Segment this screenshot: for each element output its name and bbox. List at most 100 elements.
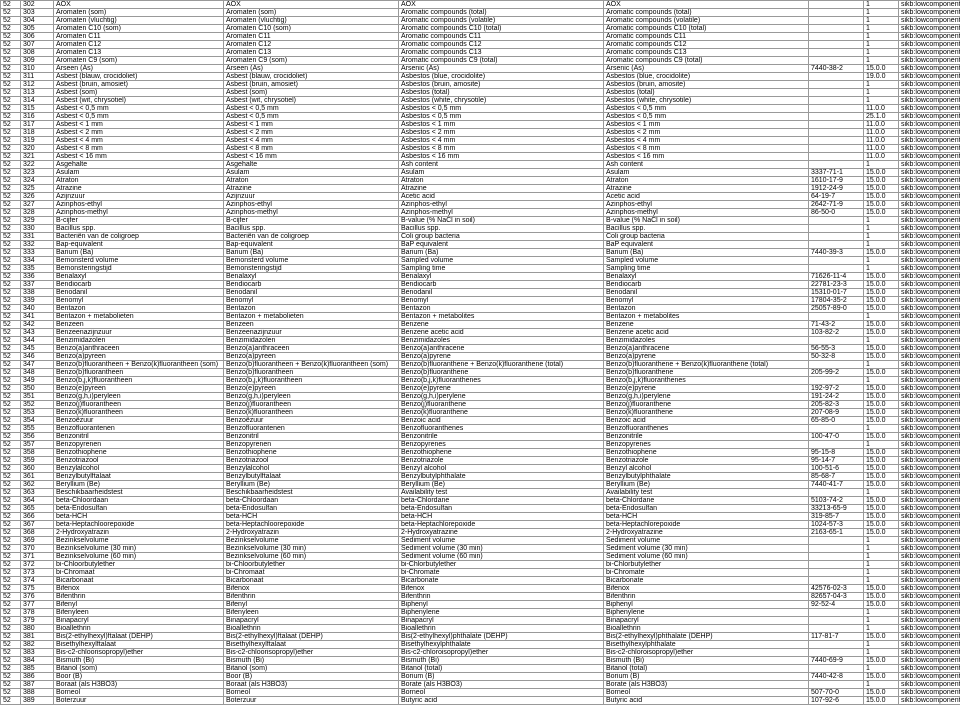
table-row: 52336BenalaxylBenalaxylBenalaxylBenalaxy…: [1, 273, 960, 281]
table-cell: 314: [21, 97, 54, 105]
table-cell: beta-HCH: [604, 513, 809, 521]
table-cell: 52: [1, 97, 21, 105]
table-cell: 52: [1, 105, 21, 113]
table-cell: sikb:lowcomponent: [899, 177, 960, 185]
table-row: 52316Asbest < 0,5 mmAsbest < 0,5 mmAsbes…: [1, 113, 960, 121]
table-row: 52385Bitanol (som)Bitanol (som)Bitanol (…: [1, 665, 960, 673]
table-cell: 346: [21, 353, 54, 361]
table-cell: 52: [1, 33, 21, 41]
table-cell: Bis(2-ethylhexyl)phthalate (DEHP): [399, 633, 604, 641]
table-cell: Bezinkselvolume (60 min): [54, 553, 224, 561]
table-cell: Benalaxyl: [604, 273, 809, 281]
table-cell: 52: [1, 257, 21, 265]
table-cell: Atraton: [399, 177, 604, 185]
table-cell: BaP equivalent: [399, 241, 604, 249]
table-cell: sikb:lowcomponent: [899, 33, 960, 41]
table-cell: 11.0.0: [864, 129, 899, 137]
table-cell: Coli group bacteria: [604, 233, 809, 241]
table-cell: 205-99-2: [809, 369, 864, 377]
table-cell: Asulam: [604, 169, 809, 177]
table-row: 52354BenzoëzuurBenzoëzuurBenzoic acidBen…: [1, 417, 960, 425]
table-cell: 117-81-7: [809, 633, 864, 641]
table-cell: 52: [1, 73, 21, 81]
table-cell: 52: [1, 393, 21, 401]
table-cell: 52: [1, 217, 21, 225]
table-cell: Azijnzuur: [224, 193, 399, 201]
table-cell: 1: [864, 257, 899, 265]
table-cell: Borate (als H3BO3): [399, 681, 604, 689]
table-cell: Atraton: [604, 177, 809, 185]
table-cell: sikb:lowcomponent: [899, 289, 960, 297]
table-cell: 52: [1, 273, 21, 281]
table-cell: Asbestos (bruin, amosite): [604, 81, 809, 89]
table-cell: 52: [1, 513, 21, 521]
table-cell: sikb:lowcomponent: [899, 97, 960, 105]
table-cell: [809, 569, 864, 577]
table-cell: Azinphos-methyl: [224, 209, 399, 217]
table-cell: [809, 641, 864, 649]
table-cell: 52: [1, 129, 21, 137]
table-cell: 344: [21, 337, 54, 345]
table-cell: 52: [1, 441, 21, 449]
table-cell: Benzonitrile: [604, 433, 809, 441]
table-cell: Asbest < 0,5 mm: [224, 113, 399, 121]
table-cell: 1: [864, 625, 899, 633]
table-cell: 52: [1, 377, 21, 385]
table-cell: 15.0.0: [864, 177, 899, 185]
table-cell: bi-Chloorbutylether: [54, 561, 224, 569]
table-cell: 319-85-7: [809, 513, 864, 521]
table-cell: Asbest (wit, chrysotiel): [224, 97, 399, 105]
table-cell: Asbestos (total): [399, 89, 604, 97]
table-cell: Benzo(k)fluorantheen: [224, 409, 399, 417]
table-cell: Asbestos < 2 mm: [399, 129, 604, 137]
table-cell: Benalaxyl: [224, 273, 399, 281]
table-cell: Asulam: [224, 169, 399, 177]
table-cell: 321: [21, 153, 54, 161]
table-cell: 350: [21, 385, 54, 393]
table-cell: 52: [1, 633, 21, 641]
table-cell: Benzo(k)fluorantheen: [54, 409, 224, 417]
table-cell: 343: [21, 329, 54, 337]
table-cell: Benzopyrenen: [224, 441, 399, 449]
table-cell: 316: [21, 113, 54, 121]
table-cell: 52: [1, 233, 21, 241]
table-cell: sikb:lowcomponent: [899, 657, 960, 665]
table-cell: 100-47-0: [809, 433, 864, 441]
table-cell: Bifenyl: [54, 601, 224, 609]
table-cell: Benzo(g,h,i)peryleen: [224, 393, 399, 401]
table-row: 52307Aromaten C12Aromaten C12Aromatic co…: [1, 41, 960, 49]
table-cell: Bezinkselvolume: [224, 537, 399, 545]
table-cell: Sediment volume (30 min): [604, 545, 809, 553]
table-cell: 383: [21, 649, 54, 657]
table-cell: Bicarbonaat: [54, 577, 224, 585]
table-cell: [809, 617, 864, 625]
table-row: 52374BicarbonaatBicarbonaatBicarbonateBi…: [1, 577, 960, 585]
table-row: 52321Asbest < 16 mmAsbest < 16 mmAsbesto…: [1, 153, 960, 161]
table-row: 52362Beryllium (Be)Beryllium (Be)Berylli…: [1, 481, 960, 489]
table-cell: 336: [21, 273, 54, 281]
table-cell: 52: [1, 489, 21, 497]
table-cell: Aromatic compounds (volatile): [604, 17, 809, 25]
table-cell: Atrazine: [604, 185, 809, 193]
table-cell: Aromaten C9 (som): [54, 57, 224, 65]
table-cell: Aromatic compounds C11: [399, 33, 604, 41]
table-cell: 17804-35-2: [809, 297, 864, 305]
table-cell: [809, 57, 864, 65]
table-cell: Bifenthrin: [399, 593, 604, 601]
table-cell: 52: [1, 289, 21, 297]
table-cell: 15.0.0: [864, 633, 899, 641]
table-cell: sikb:lowcomponent: [899, 545, 960, 553]
table-cell: 373: [21, 569, 54, 577]
table-cell: bi-Chromate: [399, 569, 604, 577]
table-cell: 1: [864, 537, 899, 545]
table-cell: B-value (% NaCl in soil): [604, 217, 809, 225]
table-cell: 15.0.0: [864, 529, 899, 537]
table-cell: Aromaten C11: [224, 33, 399, 41]
table-cell: sikb:lowcomponent: [899, 121, 960, 129]
table-row: 52388BorneolBorneolBorneolBorneol507-70-…: [1, 689, 960, 697]
table-cell: sikb:lowcomponent: [899, 697, 960, 705]
table-cell: 52: [1, 449, 21, 457]
table-cell: 358: [21, 449, 54, 457]
table-cell: 333: [21, 249, 54, 257]
table-cell: Bifenox: [399, 585, 604, 593]
